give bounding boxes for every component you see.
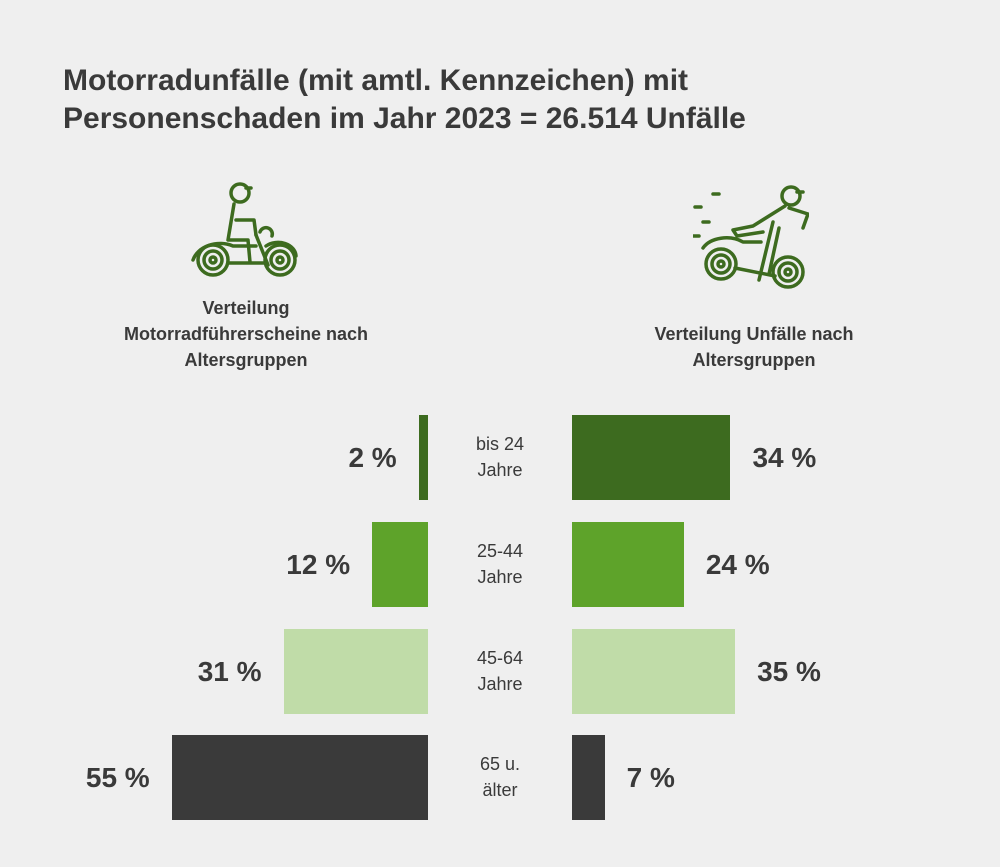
title-line-2: Personenschaden im Jahr 2023 = 26.514 Un… [63, 102, 746, 135]
category-label-line: älter [482, 780, 518, 800]
data-label-licenses: 12 % [286, 549, 351, 580]
data-label-licenses: 55 % [85, 762, 150, 793]
bar-accidents [572, 735, 605, 820]
right-heading: Verteilung Unfälle nach Altersgruppen [584, 321, 924, 373]
left-heading-line: Motorradführerscheine nach [123, 324, 369, 344]
bar-licenses [171, 735, 428, 820]
bar-licenses [372, 522, 428, 607]
bar-accidents [572, 415, 731, 500]
data-label-accidents: 24 % [705, 549, 770, 580]
left-heading-line: Verteilung [202, 298, 290, 318]
right-heading-line: Altersgruppen [692, 350, 816, 370]
category-label-line: 65 u. [479, 754, 521, 774]
left-heading: Verteilung Motorradführerscheine nach Al… [76, 295, 416, 373]
category-label: bis 24 Jahre [430, 431, 570, 483]
left-heading-line: Altersgruppen [184, 350, 308, 370]
right-heading-line: Verteilung Unfälle nach [654, 324, 854, 344]
chart-title: Motorradunfälle (mit amtl. Kennzeichen) … [63, 62, 746, 138]
category-label-line: Jahre [477, 674, 523, 694]
category-label-line: Jahre [477, 460, 523, 480]
category-label: 45-64 Jahre [430, 645, 570, 697]
data-label-accidents: 34 % [752, 442, 817, 473]
motorcycle-accident-icon [693, 185, 809, 289]
bar-accidents [572, 522, 684, 607]
category-label-line: 45-64 [476, 648, 524, 668]
category-label-line: Jahre [477, 567, 523, 587]
data-label-accidents: 7 % [626, 762, 675, 793]
category-label: 65 u. älter [430, 751, 570, 803]
data-label-accidents: 35 % [757, 656, 821, 687]
bar-licenses [418, 415, 428, 500]
category-label: 25-44 Jahre [430, 538, 570, 590]
bar-licenses [283, 629, 428, 714]
category-label-line: bis 24 [475, 434, 525, 454]
data-label-licenses: 2 % [348, 442, 397, 473]
motorcycle-rider-icon [191, 182, 298, 277]
data-label-licenses: 31 % [197, 656, 262, 687]
bar-accidents [572, 629, 736, 714]
category-label-line: 25-44 [476, 541, 524, 561]
title-line-1: Motorradunfälle (mit amtl. Kennzeichen) … [63, 64, 689, 97]
